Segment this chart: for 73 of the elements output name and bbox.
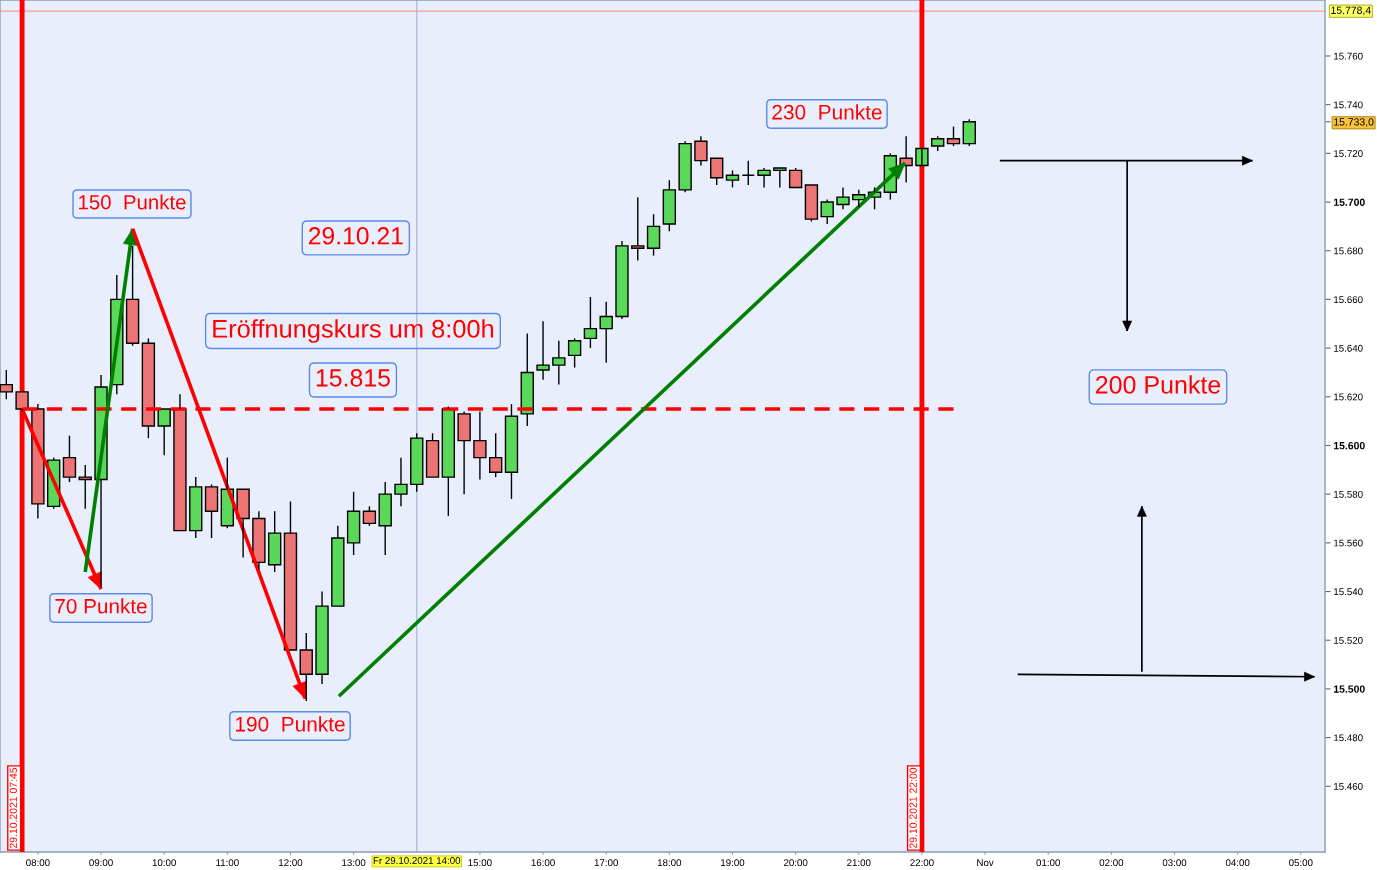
x-tick-label: 15:00 <box>468 859 492 867</box>
ref-line-label: Fr 29.10.2021 14:00 <box>373 857 461 864</box>
x-tick-label: Nov <box>977 859 994 867</box>
candlestick <box>315 590 329 685</box>
y-tick-label: 15.580 <box>1334 490 1363 498</box>
y-tick-label: 15.540 <box>1334 588 1363 596</box>
y-tick-label: 15.720 <box>1334 150 1363 157</box>
candlestick <box>15 391 29 413</box>
candlestick <box>757 167 771 189</box>
y-tick-label: 15.520 <box>1334 636 1363 644</box>
annotation: 200 Punkte <box>1096 375 1221 394</box>
y-tick-label: 15.760 <box>1334 52 1363 60</box>
annotation: 29.10.21 <box>308 227 403 245</box>
annotation: Eröffnungskurs um 8:00h <box>213 319 494 343</box>
x-tick-label: 03:00 <box>1162 859 1187 867</box>
candlestick <box>204 483 219 539</box>
x-tick-label: 22:00 <box>910 859 934 867</box>
ref-line-label: 29.10.2021 07:45 <box>9 767 17 848</box>
ref-line-label: 15.778,4 <box>1331 6 1371 16</box>
annotation: 150 Punkte <box>79 194 186 210</box>
candlestick <box>773 167 787 189</box>
y-tick-label: 15.660 <box>1334 296 1363 304</box>
y-tick-label: 15.733,0 <box>1334 118 1374 127</box>
x-tick-label: 10:00 <box>152 859 176 867</box>
candlestick <box>615 240 629 320</box>
candlestick <box>125 245 140 347</box>
candlestick <box>678 140 692 194</box>
x-tick-label: 18:00 <box>657 859 682 867</box>
y-tick-label: 15.480 <box>1334 734 1363 742</box>
candlestick <box>173 393 187 532</box>
candlestick <box>552 340 566 386</box>
x-tick-label: 04:00 <box>1225 859 1250 867</box>
candlestick <box>473 410 487 481</box>
y-tick-label: 15.560 <box>1334 539 1363 547</box>
candlestick <box>836 186 850 211</box>
annotation: 230 Punkte <box>772 104 882 120</box>
y-tick-label: 15.500 <box>1333 685 1365 693</box>
candlestick <box>252 510 266 571</box>
x-tick-label: 11:00 <box>216 859 239 867</box>
x-tick-label: 01:00 <box>1036 859 1060 867</box>
candlestick <box>694 135 708 167</box>
y-tick-label: 15.700 <box>1333 198 1365 206</box>
y-tick-label: 15.740 <box>1334 101 1363 109</box>
y-tick-label: 15.460 <box>1334 783 1363 790</box>
candlestick <box>331 525 345 607</box>
x-tick-label: 16:00 <box>531 859 555 867</box>
annotation: 15.815 <box>316 369 390 387</box>
x-tick-label: 05:00 <box>1289 859 1313 867</box>
candlestick <box>283 500 298 651</box>
candlestick <box>804 184 819 223</box>
candlestick <box>915 147 929 167</box>
x-tick-label: 17:00 <box>594 859 618 867</box>
y-tick-label: 15.680 <box>1334 247 1363 255</box>
y-tick-label: 15.600 <box>1333 441 1365 450</box>
x-tick-label: 13:00 <box>342 859 366 867</box>
ref-line-label: 29.10.2021 22:00 <box>909 767 917 848</box>
x-tick-label: 12:00 <box>279 859 303 867</box>
x-tick-label: 08:00 <box>26 859 50 867</box>
x-tick-label: 19:00 <box>721 859 745 867</box>
candlestick <box>457 410 471 495</box>
candlestick <box>236 488 250 559</box>
x-tick-label: 20:00 <box>783 859 808 867</box>
candlestick <box>157 408 171 456</box>
candlestick <box>536 320 550 381</box>
y-tick-label: 15.640 <box>1334 344 1363 352</box>
x-tick-label: 02:00 <box>1099 859 1124 867</box>
y-tick-label: 15.620 <box>1334 393 1363 401</box>
annotation: 190 Punkte <box>236 716 345 732</box>
x-tick-label: 09:00 <box>89 859 113 867</box>
candlestick <box>394 456 408 508</box>
x-tick-label: 21:00 <box>847 859 871 867</box>
candlestick <box>378 481 392 556</box>
annotation: 70 Punkte <box>55 598 147 614</box>
